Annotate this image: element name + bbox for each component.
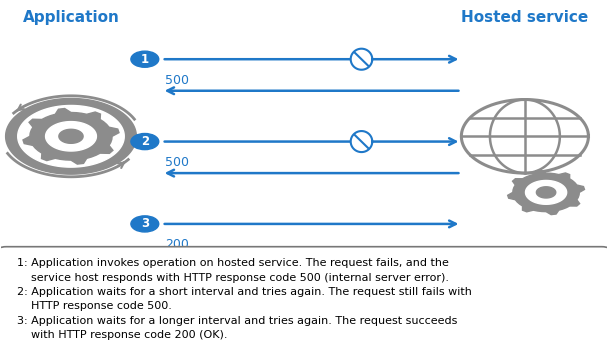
Polygon shape (525, 180, 567, 204)
Polygon shape (23, 109, 119, 164)
Circle shape (131, 134, 159, 149)
Text: 3: 3 (141, 217, 149, 230)
Text: 1: Application invokes operation on hosted service. The request fails, and the
 : 1: Application invokes operation on host… (16, 258, 471, 340)
Polygon shape (351, 131, 372, 152)
Text: Application: Application (22, 10, 119, 25)
Polygon shape (5, 99, 136, 174)
Polygon shape (46, 122, 97, 151)
Text: 1: 1 (141, 53, 149, 66)
Polygon shape (18, 105, 124, 167)
FancyBboxPatch shape (0, 247, 608, 354)
Polygon shape (351, 49, 372, 70)
Circle shape (131, 51, 159, 67)
Text: 200: 200 (165, 238, 188, 251)
Text: 500: 500 (165, 74, 189, 87)
Text: 2: 2 (141, 135, 149, 148)
Polygon shape (508, 170, 584, 215)
Polygon shape (461, 100, 589, 173)
Polygon shape (59, 129, 83, 143)
Text: 500: 500 (165, 156, 189, 169)
Text: Hosted service: Hosted service (461, 10, 589, 25)
Circle shape (131, 216, 159, 232)
Polygon shape (536, 187, 556, 198)
